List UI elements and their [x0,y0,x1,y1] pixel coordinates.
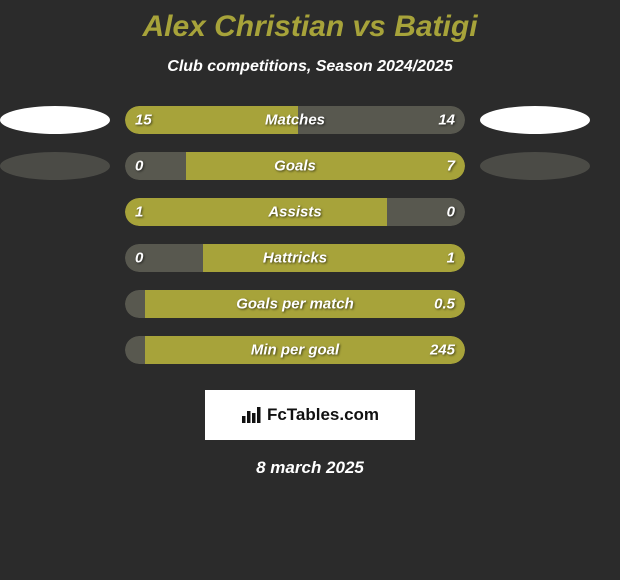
stat-row: 0.5 Goals per match [0,290,620,318]
player-left-badge [0,152,110,180]
date-label: 8 march 2025 [256,458,364,478]
left-value: 15 [135,112,152,129]
right-value: 245 [430,342,455,359]
stat-row: 0 1 Hattricks [0,244,620,272]
stat-label: Matches [265,112,325,129]
spacer [0,336,110,364]
stat-bar: 15 14 Matches [125,106,465,134]
right-value: 0.5 [434,296,455,313]
spacer [480,244,590,272]
player-left-badge [0,106,110,134]
stat-row: 15 14 Matches [0,106,620,134]
right-value: 1 [447,250,455,267]
subtitle: Club competitions, Season 2024/2025 [167,58,452,76]
stat-bar: 0 7 Goals [125,152,465,180]
stat-label: Assists [268,204,321,221]
spacer [480,290,590,318]
bar-left-fill [125,198,387,226]
stat-label: Hattricks [263,250,327,267]
stat-label: Goals [274,158,316,175]
stat-label: Min per goal [251,342,339,359]
spacer [0,290,110,318]
stat-row: 245 Min per goal [0,336,620,364]
spacer [0,244,110,272]
source-badge: FcTables.com [205,390,415,440]
stat-row: 1 0 Assists [0,198,620,226]
spacer [480,336,590,364]
page-title: Alex Christian vs Batigi [142,10,477,44]
bar-left-fill [125,290,145,318]
left-value: 1 [135,204,143,221]
bar-right-fill [203,244,465,272]
stat-bar: 1 0 Assists [125,198,465,226]
bar-left-fill [125,336,145,364]
left-value: 0 [135,158,143,175]
stat-row: 0 7 Goals [0,152,620,180]
spacer [0,198,110,226]
stat-bar: 0.5 Goals per match [125,290,465,318]
player-right-badge [480,152,590,180]
stat-bar: 0 1 Hattricks [125,244,465,272]
spacer [480,198,590,226]
bar-right-fill [186,152,465,180]
stat-rows: 15 14 Matches 0 7 Goals 1 0 Assists 0 1 Hattricks 0.… [0,106,620,382]
badge-text: FcTables.com [267,405,379,425]
bar-chart-icon [241,406,261,424]
stat-bar: 245 Min per goal [125,336,465,364]
right-value: 0 [447,204,455,221]
right-value: 14 [438,112,455,129]
left-value: 0 [135,250,143,267]
player-right-badge [480,106,590,134]
right-value: 7 [447,158,455,175]
infographic-container: Alex Christian vs Batigi Club competitio… [0,0,620,478]
stat-label: Goals per match [236,296,354,313]
